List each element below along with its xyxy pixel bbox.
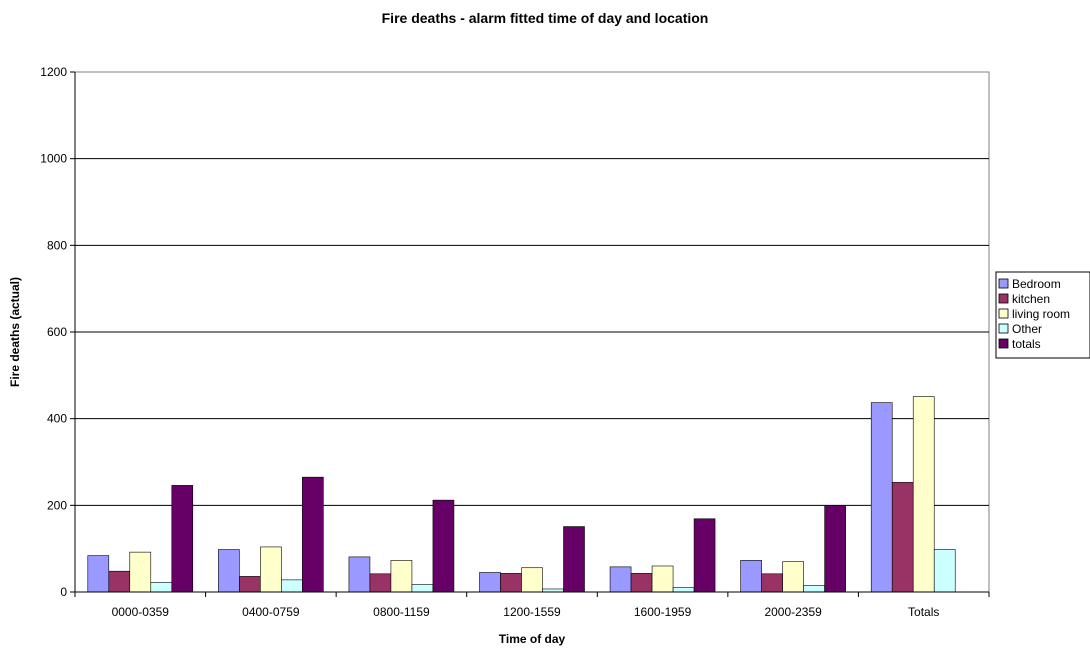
x-tick-label: 1600-1959 (634, 605, 692, 619)
x-axis-title: Time of day (499, 632, 566, 646)
bars (87, 396, 956, 593)
y-tick-label: 1000 (40, 152, 67, 166)
bar-kitchen-6 (761, 573, 783, 593)
bar-bedroom-4 (479, 572, 501, 593)
x-tick-label: 2000-2359 (764, 605, 822, 619)
bar-living-room-2 (260, 546, 282, 593)
x-tick-label: 0800-1159 (373, 605, 430, 619)
gridlines (75, 158, 989, 506)
bar-bedroom-5 (609, 566, 632, 593)
bar-living-room-7 (912, 396, 935, 593)
y-axis-title: Fire deaths (actual) (8, 277, 22, 387)
x-tick-label: Totals (908, 605, 939, 619)
bar-other-5 (672, 587, 695, 593)
y-tick-label: 200 (47, 498, 67, 512)
y-tick-label: 1200 (40, 65, 67, 79)
y-tick-label: 600 (47, 325, 67, 339)
bar-totals-1 (171, 485, 194, 593)
legend-swatch-bedroom (998, 278, 1009, 289)
bar-kitchen-2 (239, 576, 261, 593)
y-tick-label: 800 (47, 238, 67, 252)
bar-bedroom-3 (348, 556, 371, 593)
chart-title: Fire deaths - alarm fitted time of day a… (382, 10, 709, 26)
bar-kitchen-4 (500, 573, 522, 593)
legend-swatch-kitchen (998, 293, 1009, 304)
bar-other-3 (411, 584, 434, 593)
bar-living-room-6 (782, 561, 804, 593)
legend-box (995, 271, 1090, 359)
bar-totals-4 (563, 526, 585, 593)
bar-living-room-1 (129, 551, 152, 593)
legend-label-living-room: living room (1012, 307, 1070, 321)
plot-area: 0 200 400 600 800 1000 1200 0000-0359 0400-0759… (40, 65, 990, 619)
bar-other-6 (803, 585, 825, 593)
bar-kitchen-5 (630, 573, 653, 593)
legend-swatch-totals (998, 338, 1009, 349)
bar-living-room-5 (651, 565, 674, 593)
legend-label-totals: totals (1012, 337, 1041, 351)
bar-bedroom-2 (218, 549, 240, 593)
legend-swatch-living-room (998, 308, 1009, 319)
bar-bedroom-1 (87, 555, 110, 593)
y-tick-label: 400 (47, 412, 67, 426)
x-axis-ticks: 0000-0359 0400-0759 0800-1159 1200-1559 1600… (74, 592, 990, 619)
bar-other-1 (150, 582, 173, 593)
bar-totals-2 (302, 476, 324, 593)
legend-label-other: Other (1012, 322, 1042, 336)
legend-swatch-other (998, 323, 1009, 334)
bar-kitchen-1 (108, 570, 131, 593)
legend-label-bedroom: Bedroom (1012, 277, 1061, 291)
x-tick-label: 0000-0359 (112, 605, 170, 619)
bar-other-7 (933, 549, 956, 593)
x-tick-label: 1200-1559 (503, 605, 561, 619)
legend-label-kitchen: kitchen (1012, 292, 1050, 306)
bar-bedroom-7 (870, 402, 893, 593)
bar-kitchen-3 (369, 573, 392, 593)
bar-totals-5 (693, 518, 716, 593)
bar-living-room-3 (390, 560, 413, 593)
bar-totals-3 (432, 499, 455, 593)
bar-other-2 (281, 579, 303, 593)
bar-totals-6 (824, 505, 846, 593)
y-tick-label: 0 (60, 585, 67, 599)
bar-kitchen-7 (891, 482, 914, 593)
bar-bedroom-6 (740, 560, 762, 593)
y-axis-ticks: 0 200 400 600 800 1000 1200 (40, 65, 75, 599)
bar-living-room-4 (521, 567, 543, 593)
x-tick-label: 0400-0759 (242, 605, 300, 619)
